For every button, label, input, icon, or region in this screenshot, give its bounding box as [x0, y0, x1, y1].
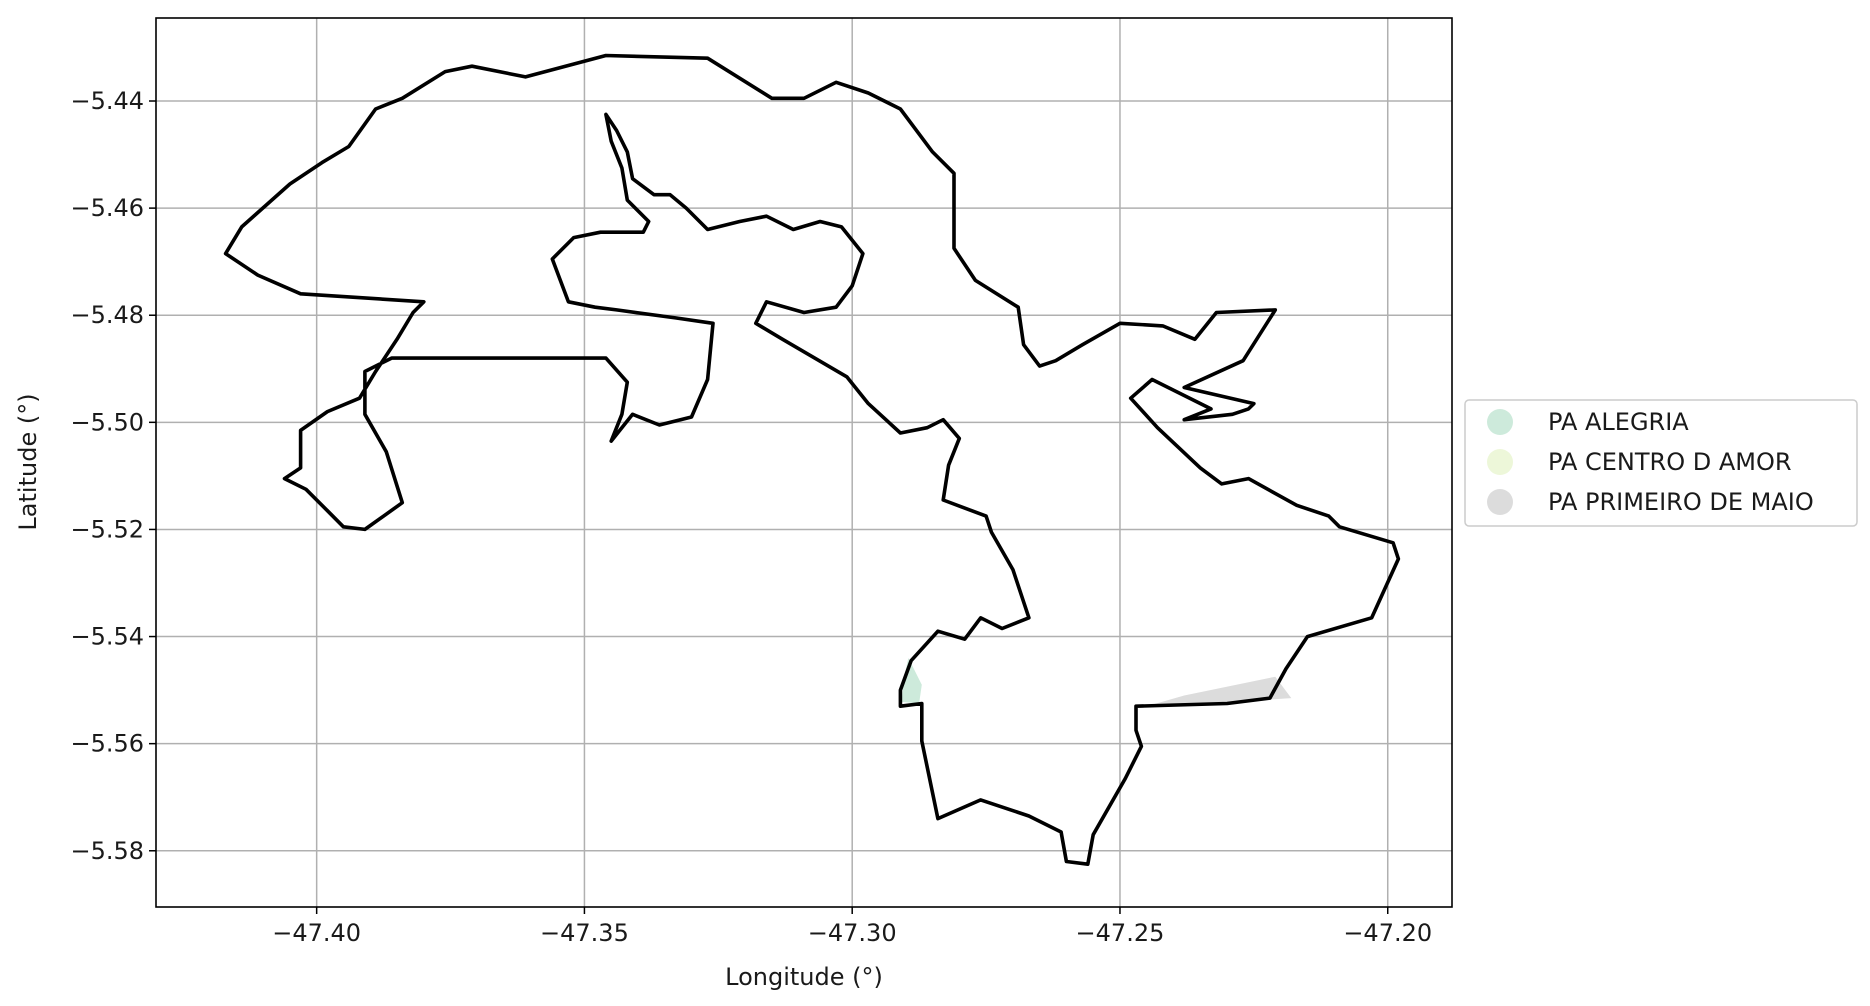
- x-axis-label: Longitude (°): [725, 963, 883, 991]
- x-tick-label: −47.35: [540, 919, 629, 947]
- plot-frame: [155, 17, 1453, 908]
- y-tick-label: −5.48: [70, 301, 144, 329]
- x-tick-label: −47.30: [808, 919, 897, 947]
- x-tick-label: −47.40: [272, 919, 361, 947]
- y-axis-ticks: −5.44 −5.46 −5.48 −5.50 −5.52 −5.54 −5.56 −5.58: [70, 87, 156, 865]
- y-tick-label: −5.58: [70, 837, 144, 865]
- x-axis-ticks: −47.40 −47.35 −47.30 −47.25 −47.20: [272, 907, 1432, 947]
- grid: [156, 18, 1452, 907]
- legend-frame: [1464, 399, 1858, 527]
- legend-label: PA CENTRO D AMOR: [1548, 448, 1792, 476]
- y-tick-label: −5.44: [70, 87, 144, 115]
- y-tick-label: −5.56: [70, 730, 144, 758]
- y-tick-label: −5.50: [70, 408, 144, 436]
- y-axis-label: Latitude (°): [14, 393, 42, 530]
- y-tick-label: −5.52: [70, 515, 144, 543]
- legend-marker: [1487, 409, 1513, 435]
- x-tick-label: −47.25: [1076, 919, 1165, 947]
- legend-label: PA PRIMEIRO DE MAIO: [1548, 488, 1814, 516]
- boundary-layer: [223, 53, 1401, 866]
- legend: PA ALEGRIA PA CENTRO D AMOR PA PRIMEIRO DE…: [1464, 399, 1858, 527]
- y-tick-label: −5.46: [70, 194, 144, 222]
- legend-items: PA ALEGRIA PA CENTRO D AMOR PA PRIMEIRO DE…: [1487, 408, 1814, 516]
- boundary-outline: [223, 53, 1401, 866]
- legend-marker: [1487, 449, 1513, 475]
- x-tick-label: −47.20: [1343, 919, 1432, 947]
- legend-marker: [1487, 489, 1513, 515]
- y-tick-label: −5.54: [70, 623, 144, 651]
- legend-label: PA ALEGRIA: [1548, 408, 1689, 436]
